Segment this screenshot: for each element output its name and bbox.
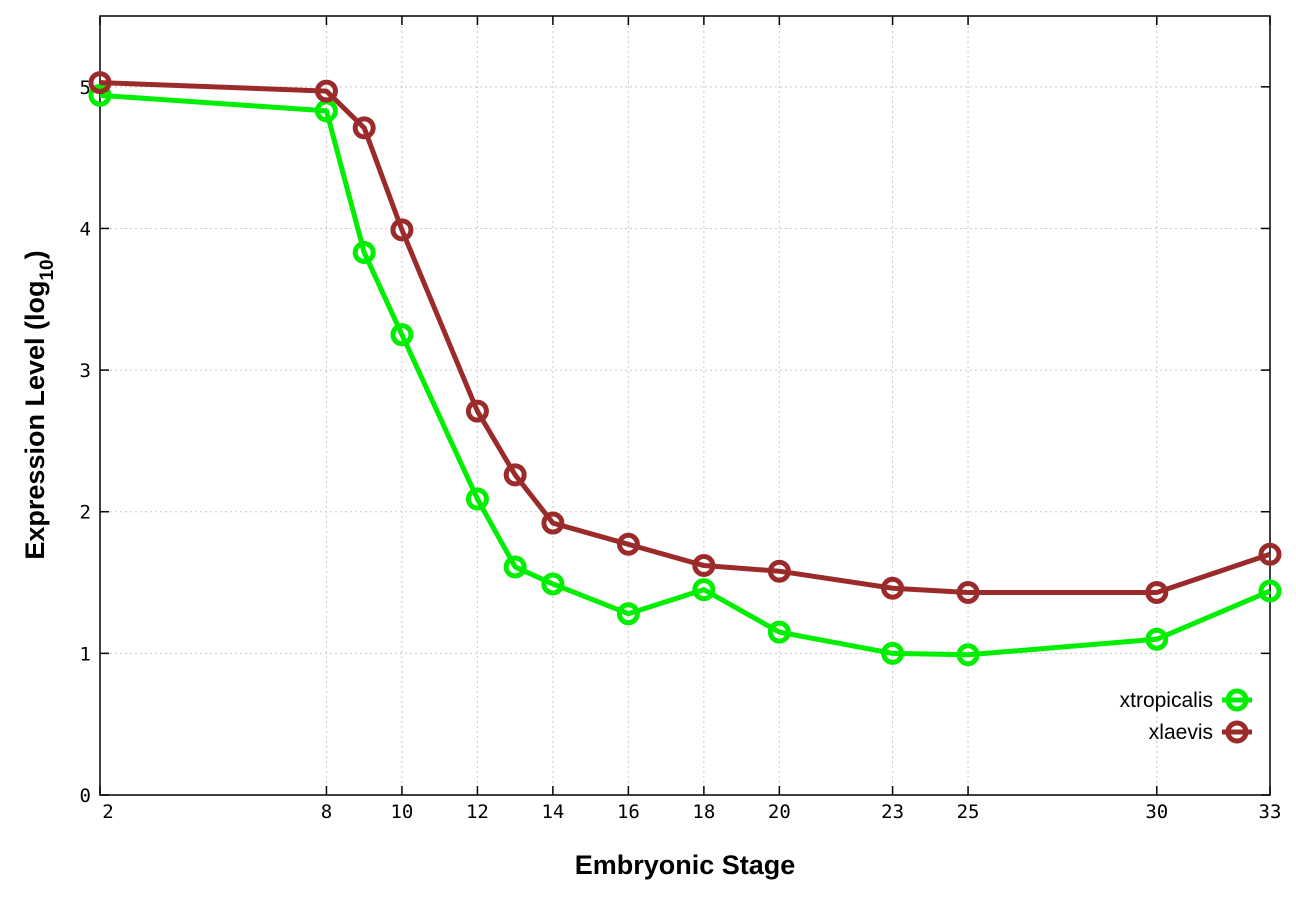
data-point-xtropicalis — [616, 602, 640, 626]
legend-item-xtropicalis: xtropicalis — [1120, 688, 1252, 712]
legend-marker-xtropicalis — [1225, 688, 1249, 712]
data-point-xlaevis — [616, 532, 640, 556]
data-point-xtropicalis — [956, 643, 980, 667]
x-tick-label: 25 — [957, 801, 980, 823]
x-tick-label: 8 — [321, 801, 332, 823]
y-tick-label: 2 — [80, 502, 91, 524]
legend-label-xtropicalis: xtropicalis — [1120, 689, 1213, 712]
ticks — [99, 16, 1271, 796]
data-point-xlaevis — [692, 554, 716, 578]
series-xtropicalis — [88, 83, 1282, 667]
data-point-xtropicalis — [541, 572, 565, 596]
data-point-xtropicalis — [692, 578, 716, 602]
data-point-xtropicalis — [1145, 627, 1169, 651]
y-tick-label: 3 — [80, 360, 91, 382]
data-point-xtropicalis — [881, 641, 905, 665]
x-tick-label: 14 — [541, 801, 564, 823]
legend-item-xlaevis: xlaevis — [1149, 720, 1252, 744]
x-tick-label: 20 — [768, 801, 791, 823]
y-tick-label: 0 — [80, 785, 91, 807]
data-point-xlaevis — [352, 116, 376, 140]
x-tick-label: 2 — [102, 801, 113, 823]
data-point-xtropicalis — [390, 323, 414, 347]
data-point-xlaevis — [465, 399, 489, 423]
data-point-xtropicalis — [352, 241, 376, 265]
data-point-xlaevis — [1258, 542, 1282, 566]
data-point-xlaevis — [541, 511, 565, 535]
data-point-xlaevis — [503, 463, 527, 487]
series-line-xlaevis — [99, 80, 1271, 595]
plot-frame — [99, 15, 1271, 796]
data-point-xlaevis — [881, 576, 905, 600]
data-point-xlaevis — [956, 580, 980, 604]
x-tick-label: 33 — [1259, 801, 1282, 823]
y-axis-title-main: Expression Level (log — [20, 281, 50, 560]
x-tick-label: 23 — [881, 801, 904, 823]
x-axis-title: Embryonic Stage — [575, 850, 796, 880]
data-point-xtropicalis — [88, 83, 112, 107]
legend-label-xlaevis: xlaevis — [1149, 721, 1213, 744]
data-point-xlaevis — [314, 79, 338, 103]
x-tick-label: 18 — [692, 801, 715, 823]
data-point-xlaevis — [390, 218, 414, 242]
data-point-xlaevis — [767, 559, 791, 583]
data-point-xtropicalis — [767, 620, 791, 644]
data-point-xtropicalis — [503, 555, 527, 579]
y-axis-title-close: ) — [20, 250, 50, 259]
legend-marker-xlaevis — [1225, 720, 1249, 744]
series-group — [88, 71, 1282, 667]
y-tick-label: 4 — [80, 218, 91, 240]
y-tick-label: 5 — [80, 77, 91, 99]
data-point-xlaevis — [88, 71, 112, 95]
legend: xtropicalis xlaevis — [1120, 688, 1252, 744]
data-point-xtropicalis — [1258, 579, 1282, 603]
y-axis-title-subscript: 10 — [37, 259, 58, 280]
x-tick-label: 12 — [466, 801, 489, 823]
y-axis-title: Expression Level (log10) — [20, 250, 58, 559]
series-xlaevis — [88, 71, 1282, 604]
series-line-xtropicalis — [99, 92, 1271, 658]
x-tick-label: 10 — [390, 801, 413, 823]
y-tick-label: 1 — [80, 643, 91, 665]
data-point-xlaevis — [1145, 580, 1169, 604]
x-tick-label: 16 — [617, 801, 640, 823]
grid — [100, 16, 1270, 795]
data-point-xtropicalis — [465, 487, 489, 511]
x-tick-label: 30 — [1145, 801, 1168, 823]
